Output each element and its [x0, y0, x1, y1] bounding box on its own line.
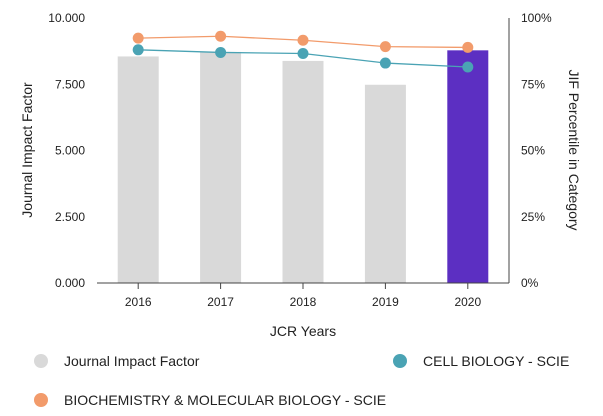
legend-label: BIOCHEMISTRY & MOLECULAR BIOLOGY - SCIE: [64, 392, 387, 408]
series-point: [379, 57, 391, 69]
plot-area: 0.000 2.500 5.000 7.500 10.000 0% 25% 50% 75% 100…: [48, 11, 552, 309]
bar: [282, 60, 324, 284]
x-tick-label: 2019: [372, 295, 399, 309]
series-point: [215, 30, 227, 42]
bar: [447, 50, 489, 283]
x-tick-label: 2017: [207, 295, 234, 309]
legend-item-journal-impact-factor[interactable]: Journal Impact Factor: [34, 353, 199, 369]
y-tick-label: 7.500: [55, 77, 85, 91]
y2-axis-title: JIF Percentile in Category: [566, 69, 582, 230]
y2-tick-label: 25%: [521, 210, 545, 224]
legend-marker-icon: [34, 393, 48, 407]
legend-marker-icon: [34, 354, 48, 368]
x-tick-label: 2018: [290, 295, 317, 309]
legend-item-cell-biology[interactable]: CELL BIOLOGY - SCIE: [393, 353, 569, 369]
legend-label: Journal Impact Factor: [64, 353, 200, 369]
x-axis-title: JCR Years: [270, 323, 336, 339]
y-tick-label: 10.000: [48, 11, 85, 25]
series-point: [215, 46, 227, 58]
bar: [117, 56, 159, 283]
x-tick-label: 2016: [125, 295, 152, 309]
x-tick-label: 2020: [454, 295, 481, 309]
bar: [200, 51, 242, 283]
series-point: [132, 44, 144, 56]
series-point: [297, 34, 309, 46]
y-tick-label: 0.000: [55, 276, 85, 290]
y2-tick-label: 100%: [521, 11, 552, 25]
series-point: [297, 48, 309, 60]
legend-item-biochemistry[interactable]: BIOCHEMISTRY & MOLECULAR BIOLOGY - SCIE: [34, 392, 386, 408]
series-point: [379, 41, 391, 53]
legend-label: CELL BIOLOGY - SCIE: [423, 353, 570, 369]
y-tick-label: 2.500: [55, 210, 85, 224]
legend-marker-icon: [393, 354, 407, 368]
y-axis-title: Journal Impact Factor: [19, 82, 35, 218]
series-point: [132, 32, 144, 44]
series-point: [462, 61, 474, 73]
series-point: [462, 41, 474, 53]
y2-tick-label: 75%: [521, 77, 545, 91]
bar: [364, 84, 406, 283]
y2-tick-label: 0%: [521, 276, 539, 290]
y2-tick-label: 50%: [521, 144, 545, 158]
y-tick-label: 5.000: [55, 144, 85, 158]
